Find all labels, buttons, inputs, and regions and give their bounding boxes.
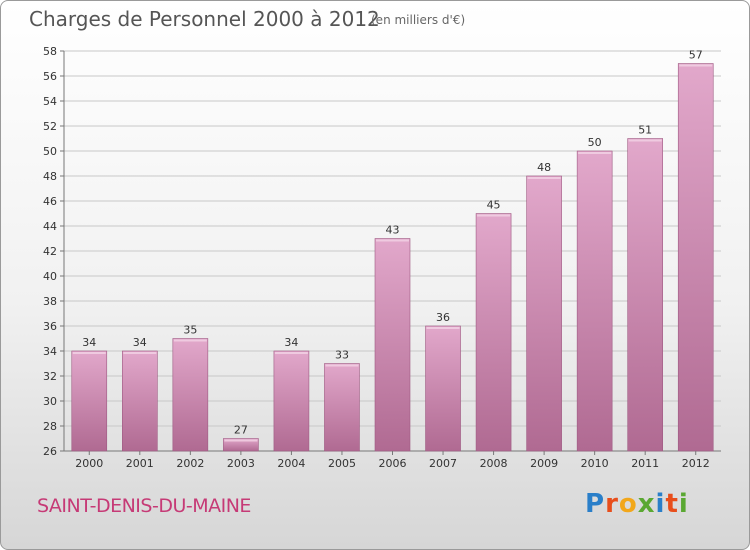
x-tick-label: 2010: [581, 457, 609, 470]
bar-highlight: [679, 64, 713, 67]
x-tick-label: 2003: [227, 457, 255, 470]
y-tick-label: 50: [43, 145, 57, 158]
y-tick-label: 52: [43, 120, 57, 133]
bar-highlight: [123, 352, 157, 354]
bar-highlight: [325, 364, 359, 367]
y-tick-label: 32: [43, 370, 57, 383]
bar: [475, 213, 512, 452]
bar-highlight: [376, 239, 409, 242]
value-label: 36: [436, 311, 450, 324]
logo-letter: i: [655, 489, 666, 519]
bar-highlight: [527, 177, 561, 179]
y-tick-label: 44: [43, 220, 57, 233]
value-label: 27: [234, 424, 248, 437]
y-tick-label: 42: [43, 245, 57, 258]
x-tick-label: 2011: [631, 457, 659, 470]
logo-letter: r: [605, 489, 619, 519]
bar-highlight: [578, 152, 612, 154]
y-tick-label: 28: [43, 420, 57, 433]
y-tick-label: 48: [43, 170, 57, 183]
bar: [425, 325, 461, 452]
bar: [324, 363, 360, 452]
value-label: 34: [82, 336, 96, 349]
bar-highlight: [628, 139, 662, 142]
bar: [526, 175, 562, 452]
value-label: 45: [487, 199, 501, 212]
bar: [677, 63, 714, 452]
bar-highlight: [72, 352, 106, 354]
value-label: 57: [689, 49, 703, 62]
x-tick-label: 2002: [176, 457, 204, 470]
value-label: 34: [284, 336, 298, 349]
chart-title: Charges de Personnel 2000 à 2012: [29, 7, 380, 31]
bar-highlight: [477, 214, 511, 217]
logo-letter: x: [637, 489, 656, 519]
x-tick-label: 2009: [530, 457, 558, 470]
bar-highlight: [426, 327, 460, 329]
value-label: 43: [386, 224, 400, 237]
bar: [172, 338, 209, 452]
commune-name: SAINT-DENIS-DU-MAINE: [37, 495, 251, 517]
value-label: 33: [335, 349, 349, 362]
bar: [374, 238, 411, 452]
logo-letter: i: [678, 489, 689, 519]
x-tick-label: 2000: [75, 457, 103, 470]
value-label: 50: [588, 136, 602, 149]
x-tick-label: 2005: [328, 457, 356, 470]
bar-highlight: [224, 439, 258, 442]
y-tick-label: 26: [43, 445, 57, 458]
logo-letter: o: [618, 489, 638, 519]
value-label: 35: [183, 324, 197, 337]
y-tick-label: 36: [43, 320, 57, 333]
bar: [627, 138, 663, 452]
x-tick-label: 2012: [682, 457, 710, 470]
y-tick-label: 34: [43, 345, 57, 358]
bar: [122, 350, 158, 452]
y-tick-label: 46: [43, 195, 57, 208]
logo-letter: t: [665, 489, 679, 519]
y-tick-label: 38: [43, 295, 57, 308]
proxiti-logo: Proxiti: [585, 489, 689, 519]
x-tick-label: 2008: [480, 457, 508, 470]
y-tick-label: 30: [43, 395, 57, 408]
y-tick-label: 58: [43, 45, 57, 58]
bar: [71, 350, 108, 452]
x-tick-label: 2001: [126, 457, 154, 470]
bar: [273, 350, 310, 452]
chart-subtitle: (en milliers d'€): [371, 13, 466, 27]
y-tick-label: 40: [43, 270, 57, 283]
x-tick-label: 2007: [429, 457, 457, 470]
value-label: 51: [638, 124, 652, 137]
bar-highlight: [173, 339, 207, 342]
bar-highlight: [274, 352, 308, 354]
bar: [576, 150, 613, 452]
y-tick-label: 54: [43, 95, 57, 108]
value-label: 48: [537, 161, 551, 174]
x-tick-label: 2006: [379, 457, 407, 470]
logo-letter: P: [585, 489, 606, 519]
x-tick-label: 2004: [277, 457, 305, 470]
value-label: 34: [133, 336, 147, 349]
y-tick-label: 56: [43, 70, 57, 83]
